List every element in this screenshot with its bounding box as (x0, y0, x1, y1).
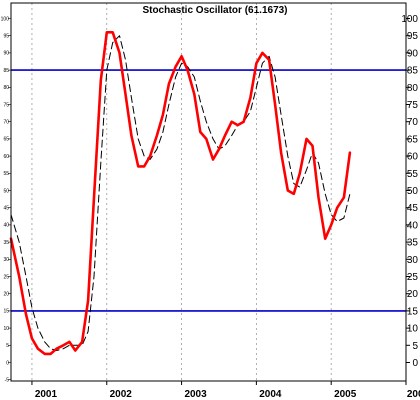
ytick-label-right-0: 0 (412, 358, 418, 369)
signal-line (10, 35, 351, 351)
chart-title: Stochastic Oscillator (61.1673) (142, 5, 287, 16)
ytick-label-left-45: 45 (3, 206, 9, 212)
ytick-label-left-80: 80 (3, 85, 9, 91)
series-lines (9, 30, 352, 356)
stochastic-line (9, 30, 352, 356)
xtick-label-2005: 2005 (334, 389, 357, 400)
xtick-label-2003: 2003 (184, 389, 207, 400)
ytick-label-right-75: 75 (407, 100, 419, 111)
ytick-label-right-90: 90 (407, 48, 419, 59)
ytick-label-left--5: -5 (5, 378, 10, 384)
ytick-label-left-100: 100 (1, 16, 10, 22)
ytick-label-right-10: 10 (407, 324, 419, 335)
ytick-label-right-30: 30 (407, 255, 419, 266)
ytick-label-left-65: 65 (3, 137, 9, 143)
ytick-label-right-15: 15 (407, 306, 419, 317)
ytick-label-left-50: 50 (3, 188, 9, 194)
xtick-label-2006: 2006 (407, 389, 420, 400)
y-axis-right: 0 5 10 15 20 25 30 35 40 45 50 55 60 65 70 75 80 85 90 95 10… (401, 14, 418, 369)
ytick-label-right-60: 60 (407, 152, 419, 163)
ytick-label-right-50: 50 (407, 186, 419, 197)
xtick-label-2001: 2001 (35, 389, 58, 400)
ytick-label-right-40: 40 (407, 220, 419, 231)
ytick-label-right-100: 100 (401, 14, 418, 25)
ytick-label-left-25: 25 (3, 274, 9, 280)
ytick-label-left-40: 40 (3, 223, 9, 229)
xtick-label-2004: 2004 (259, 389, 282, 400)
ytick-label-left-70: 70 (3, 120, 9, 126)
ytick-label-left-85: 85 (3, 68, 9, 74)
ytick-label-right-45: 45 (407, 203, 419, 214)
ytick-label-left-0: 0 (6, 360, 9, 366)
ytick-label-left-90: 90 (3, 51, 9, 57)
xtick-label-2002: 2002 (110, 389, 133, 400)
ytick-label-left-55: 55 (3, 171, 9, 177)
ytick-label-right-65: 65 (407, 134, 419, 145)
ytick-label-right-20: 20 (407, 289, 419, 300)
reference-lines (11, 69, 406, 312)
ytick-label-right-25: 25 (407, 272, 419, 283)
ytick-label-left-15: 15 (3, 309, 9, 315)
ytick-label-right-55: 55 (407, 169, 419, 180)
ytick-label-right-95: 95 (407, 31, 419, 42)
ytick-label-left-30: 30 (3, 257, 9, 263)
x-axis: 2001 2002 2003 2004 2005 2006 (31, 381, 420, 400)
ytick-label-right-70: 70 (407, 117, 419, 128)
ytick-label-right-80: 80 (407, 83, 419, 94)
ytick-label-right-85: 85 (407, 66, 419, 77)
ytick-label-left-20: 20 (3, 292, 9, 298)
ytick-label-right-5: 5 (412, 341, 418, 352)
ytick-label-right-35: 35 (407, 238, 419, 249)
ytick-label-left-10: 10 (3, 326, 9, 332)
ytick-label-left-5: 5 (6, 343, 9, 349)
ytick-label-left-35: 35 (3, 240, 9, 246)
ytick-label-left-60: 60 (3, 154, 9, 160)
y-axis-left: -5 0 5 10 15 20 25 30 35 40 45 50 55 60 65 70 75 80 85 90 95… (1, 16, 11, 384)
ytick-label-left-95: 95 (3, 34, 9, 40)
ytick-label-left-75: 75 (3, 102, 9, 108)
